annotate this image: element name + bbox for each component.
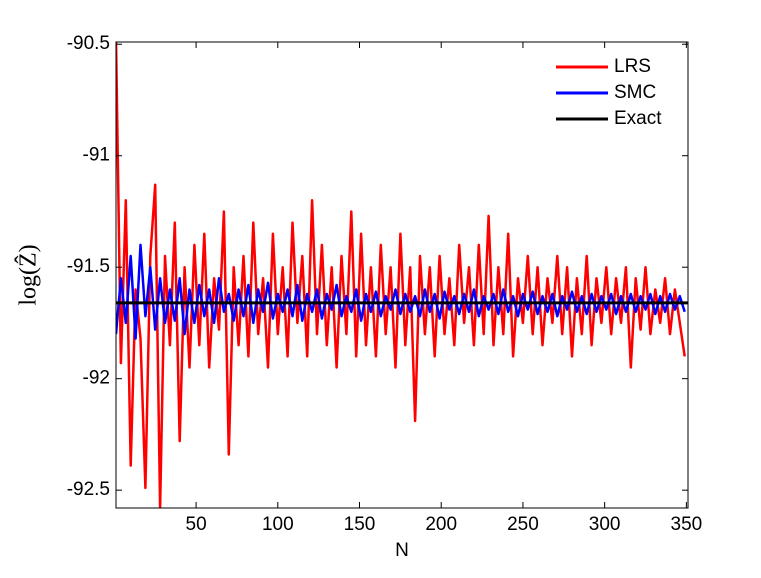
- legend-label: LRS: [614, 56, 651, 77]
- data-layer: [116, 42, 688, 508]
- legend-label: Exact: [614, 108, 662, 129]
- y-tick-label: -90.5: [67, 33, 110, 54]
- plot-frame: [115, 41, 689, 509]
- y-tick-label: -91: [83, 145, 110, 166]
- y-tick-label: -92.5: [67, 479, 110, 500]
- series-line: [116, 42, 686, 508]
- x-tick-label: 100: [262, 514, 294, 535]
- x-tick-label: 200: [425, 514, 457, 535]
- series-line: [116, 243, 686, 340]
- x-tick-label: 250: [507, 514, 539, 535]
- x-tick-label: 50: [186, 514, 207, 535]
- y-axis-label: log(Ẑ): [16, 244, 42, 305]
- x-tick-label: 300: [589, 514, 621, 535]
- x-tick-label: 150: [344, 514, 376, 535]
- x-tick-label: 350: [671, 514, 703, 535]
- x-axis-label: N: [395, 540, 409, 561]
- y-tick-label: -91.5: [67, 256, 110, 277]
- y-tick-label: -92: [83, 368, 110, 389]
- legend-label: SMC: [614, 82, 656, 103]
